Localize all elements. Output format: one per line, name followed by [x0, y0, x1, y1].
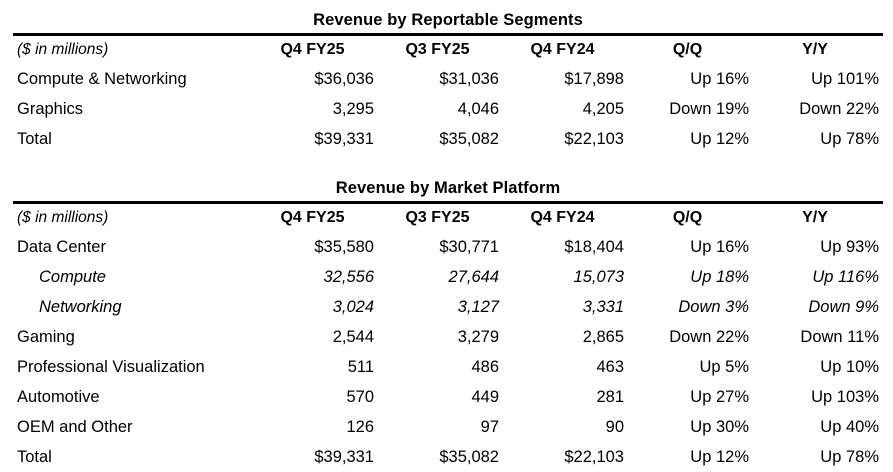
table-row: Networking 3,024 3,127 3,331 Down 3% Down 9%	[13, 292, 883, 322]
cell-value: $35,082	[439, 129, 499, 148]
table-row: Data Center $35,580 $30,771 $18,404 Up 16% Up…	[13, 232, 883, 262]
cell-value: Down 3%	[678, 297, 749, 316]
cell-value: $39,331	[314, 129, 374, 148]
cell-value: 4,046	[457, 99, 499, 118]
cell-value: 3,279	[457, 327, 499, 346]
market-platform-table: ($ in millions) Q4 FY25 Q3 FY25 Q4 FY24 …	[13, 201, 883, 472]
cell-value: Up 16%	[690, 237, 749, 256]
unit-label: ($ in millions)	[17, 41, 109, 58]
row-label: Compute & Networking	[17, 69, 187, 88]
cell-value: $30,771	[439, 237, 499, 256]
cell-value: 97	[480, 417, 499, 436]
row-label: Total	[17, 129, 52, 148]
cell-value: 32,556	[323, 267, 374, 286]
table-title: Revenue by Reportable Segments	[313, 11, 583, 29]
table-row: OEM and Other 126 97 90 Up 30% Up 40%	[13, 412, 883, 442]
cell-value: Up 27%	[690, 387, 749, 406]
row-label: Professional Visualization	[17, 357, 205, 376]
row-label: Networking	[39, 297, 122, 316]
cell-value: 449	[471, 387, 499, 406]
cell-value: 511	[347, 357, 374, 376]
table-row: Automotive 570 449 281 Up 27% Up 103%	[13, 382, 883, 412]
cell-value: 4,205	[582, 99, 624, 118]
column-header-yy: Y/Y	[802, 209, 828, 226]
cell-value: 570	[346, 387, 374, 406]
segments-table: ($ in millions) Q4 FY25 Q3 FY25 Q4 FY24 …	[13, 33, 883, 154]
cell-value: Down 19%	[669, 99, 749, 118]
column-header-q4fy24: Q4 FY24	[530, 209, 595, 226]
cell-value: Up 93%	[820, 237, 879, 256]
cell-value: $31,036	[439, 69, 499, 88]
row-label: Graphics	[17, 99, 84, 118]
column-header-qq: Q/Q	[672, 41, 703, 58]
cell-value: Up 116%	[812, 267, 879, 286]
column-header-q4fy25: Q4 FY25	[280, 41, 345, 58]
cell-value: Up 18%	[690, 267, 749, 286]
cell-value: 27,644	[448, 267, 499, 286]
cell-value: Down 22%	[669, 327, 749, 346]
cell-value: Up 40%	[820, 417, 879, 436]
revenue-by-market-platform-table: Revenue by Market Platform ($ in million…	[13, 178, 883, 472]
header-row: ($ in millions) Q4 FY25 Q3 FY25 Q4 FY24 …	[13, 35, 883, 65]
row-label: Automotive	[17, 387, 100, 406]
table-row: Professional Visualization 511 486 463 Up 5%…	[13, 352, 883, 382]
column-header-q4fy25: Q4 FY25	[280, 209, 345, 226]
cell-value: 2,865	[582, 327, 624, 346]
row-label: Data Center	[17, 237, 106, 256]
cell-value: Up 12%	[690, 129, 749, 148]
cell-value: Up 5%	[699, 357, 749, 376]
cell-value: 3,331	[582, 297, 624, 316]
cell-value: $22,103	[564, 129, 624, 148]
cell-value: Down 9%	[808, 297, 879, 316]
cell-value: 3,024	[332, 297, 374, 316]
cell-value: 281	[596, 387, 624, 406]
cell-value: 126	[346, 417, 374, 436]
column-header-qq: Q/Q	[672, 209, 703, 226]
column-header-q3fy25: Q3 FY25	[405, 209, 470, 226]
unit-label: ($ in millions)	[17, 209, 109, 226]
cell-value: 463	[596, 357, 624, 376]
table-title: Revenue by Market Platform	[335, 179, 561, 197]
cell-value: Up 16%	[690, 69, 749, 88]
cell-value: Down 11%	[800, 327, 879, 346]
row-label: OEM and Other	[17, 417, 133, 436]
cell-value: Down 22%	[799, 99, 879, 118]
table-row: Total $39,331 $35,082 $22,103 Up 12% Up 78%	[13, 124, 883, 154]
cell-value: Up 103%	[811, 387, 879, 406]
column-header-yy: Y/Y	[802, 41, 828, 58]
cell-value: 2,544	[332, 327, 374, 346]
cell-value: Up 101%	[811, 69, 879, 88]
table-row: Compute 32,556 27,644 15,073 Up 18% Up 116%	[13, 262, 883, 292]
table-row: Compute & Networking $36,036 $31,036 $17,89…	[13, 64, 883, 94]
cell-value: 3,127	[457, 297, 499, 316]
cell-value: $18,404	[564, 237, 624, 256]
cell-value: 486	[471, 357, 499, 376]
cell-value: Up 30%	[690, 417, 749, 436]
revenue-by-reportable-segments-table: Revenue by Reportable Segments ($ in mil…	[13, 10, 883, 154]
table-row: Graphics 3,295 4,046 4,205 Down 19% Down 22%	[13, 94, 883, 124]
cell-value: Up 78%	[820, 129, 879, 148]
cell-value: 15,073	[573, 267, 624, 286]
cell-value: $35,580	[314, 237, 374, 256]
row-label: Gaming	[17, 327, 75, 346]
cell-value: Up 10%	[820, 357, 879, 376]
cell-value: $17,898	[564, 69, 624, 88]
cell-value: $36,036	[314, 69, 374, 88]
cell-value: 3,295	[332, 99, 374, 118]
column-header-q3fy25: Q3 FY25	[405, 41, 470, 58]
header-row: ($ in millions) Q4 FY25 Q3 FY25 Q4 FY24 …	[13, 203, 883, 233]
table-row: Gaming 2,544 3,279 2,865 Down 22% Down 11%	[13, 322, 883, 352]
row-label: Compute	[39, 267, 106, 286]
cell-value: 90	[605, 417, 624, 436]
column-header-q4fy24: Q4 FY24	[530, 41, 595, 58]
